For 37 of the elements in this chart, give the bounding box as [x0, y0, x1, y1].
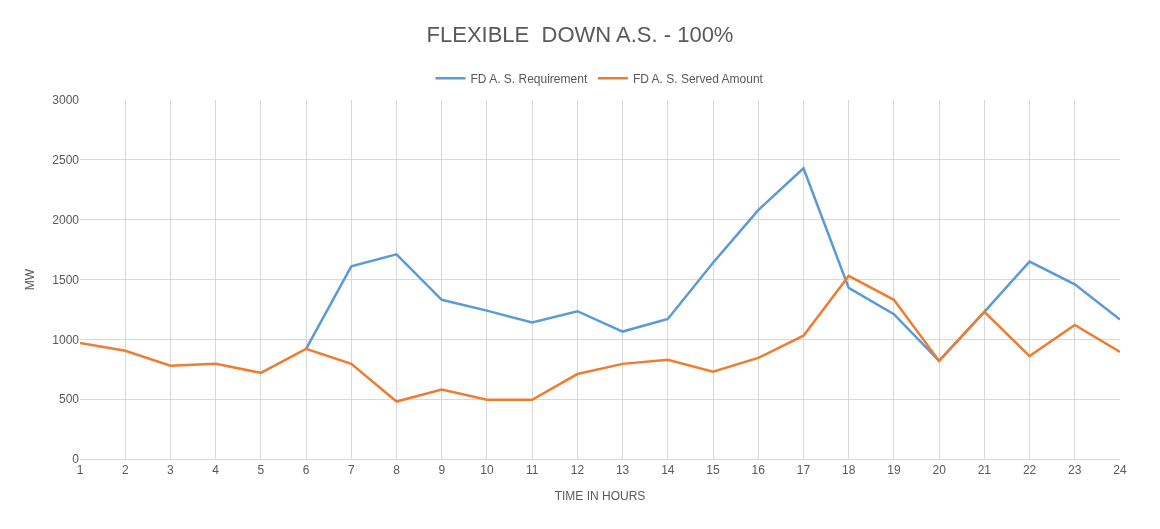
- x-tick-label: 18: [842, 463, 856, 478]
- line-series: [304, 166, 1120, 363]
- x-tick-label: 3: [167, 463, 175, 478]
- x-tick-label: 14: [661, 463, 675, 478]
- legend-label: FD A. S. Served Amount: [632, 72, 764, 86]
- x-tick-label: 24: [1113, 463, 1127, 478]
- x-tick-label: 10: [480, 463, 494, 478]
- x-tick-label: 1: [76, 463, 84, 478]
- x-tick-label: 17: [796, 463, 811, 478]
- x-tick-label: 5: [257, 463, 265, 478]
- line-series: [80, 274, 1120, 403]
- y-axis-title: MW: [22, 268, 37, 291]
- x-tick-label: 13: [615, 463, 630, 478]
- x-tick-label: 2: [121, 463, 129, 478]
- x-tick-label: 22: [1022, 463, 1037, 478]
- y-tick-label: 1000: [52, 332, 80, 347]
- x-tick-label: 15: [706, 463, 721, 478]
- x-tick-label: 12: [570, 463, 585, 478]
- x-tick-label: 6: [302, 463, 310, 478]
- x-tick-label: 9: [438, 463, 446, 478]
- y-tick-label: 2500: [52, 153, 80, 168]
- x-tick-label: 16: [751, 463, 766, 478]
- x-tick-label: 4: [212, 463, 220, 478]
- legend-label: FD A. S. Requirement: [470, 72, 588, 86]
- x-tick-label: 8: [393, 463, 401, 478]
- y-tick-label: 1500: [52, 272, 80, 287]
- x-tick-label: 21: [977, 463, 992, 478]
- y-tick-label: 2000: [52, 212, 80, 227]
- x-tick-label: 20: [932, 463, 947, 478]
- chart-title: FLEXIBLE DOWN A.S. - 100%: [426, 21, 734, 47]
- x-tick-label: 19: [887, 463, 901, 478]
- x-tick-label: 23: [1068, 463, 1082, 478]
- y-tick-label: 500: [58, 392, 80, 407]
- x-axis-title: TIME IN HOURS: [554, 489, 646, 504]
- x-tick-label: 11: [525, 463, 539, 478]
- x-tick-label: 7: [347, 463, 355, 478]
- y-tick-label: 3000: [52, 93, 80, 108]
